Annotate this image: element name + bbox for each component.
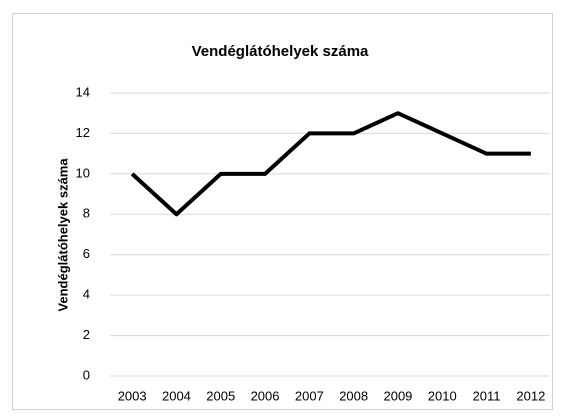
y-axis-label: Vendéglátóhelyek száma xyxy=(55,158,70,312)
y-tick-label: 10 xyxy=(76,165,90,180)
y-tick-label: 14 xyxy=(76,84,90,99)
x-tick-label: 2010 xyxy=(428,388,457,403)
y-tick-label: 2 xyxy=(83,327,90,342)
x-tick-label: 2003 xyxy=(118,388,147,403)
x-tick-label: 2005 xyxy=(206,388,235,403)
x-tick-label: 2004 xyxy=(162,388,191,403)
y-tick-label: 6 xyxy=(83,246,90,261)
chart-title: Vendéglátóhelyek száma xyxy=(192,43,369,60)
data-line xyxy=(130,111,531,217)
chart-border xyxy=(12,13,553,410)
y-tick-label: 8 xyxy=(83,206,90,221)
y-tick-label: 0 xyxy=(83,367,90,382)
y-tick-label: 12 xyxy=(76,125,90,140)
x-tick-label: 2006 xyxy=(251,388,280,403)
x-tick-label: 2009 xyxy=(383,388,412,403)
x-tick-label: 2008 xyxy=(339,388,368,403)
x-tick-label: 2007 xyxy=(295,388,324,403)
x-tick-label: 2011 xyxy=(473,388,501,403)
x-tick-label: 2012 xyxy=(516,388,545,403)
y-tick-label: 4 xyxy=(83,287,90,302)
